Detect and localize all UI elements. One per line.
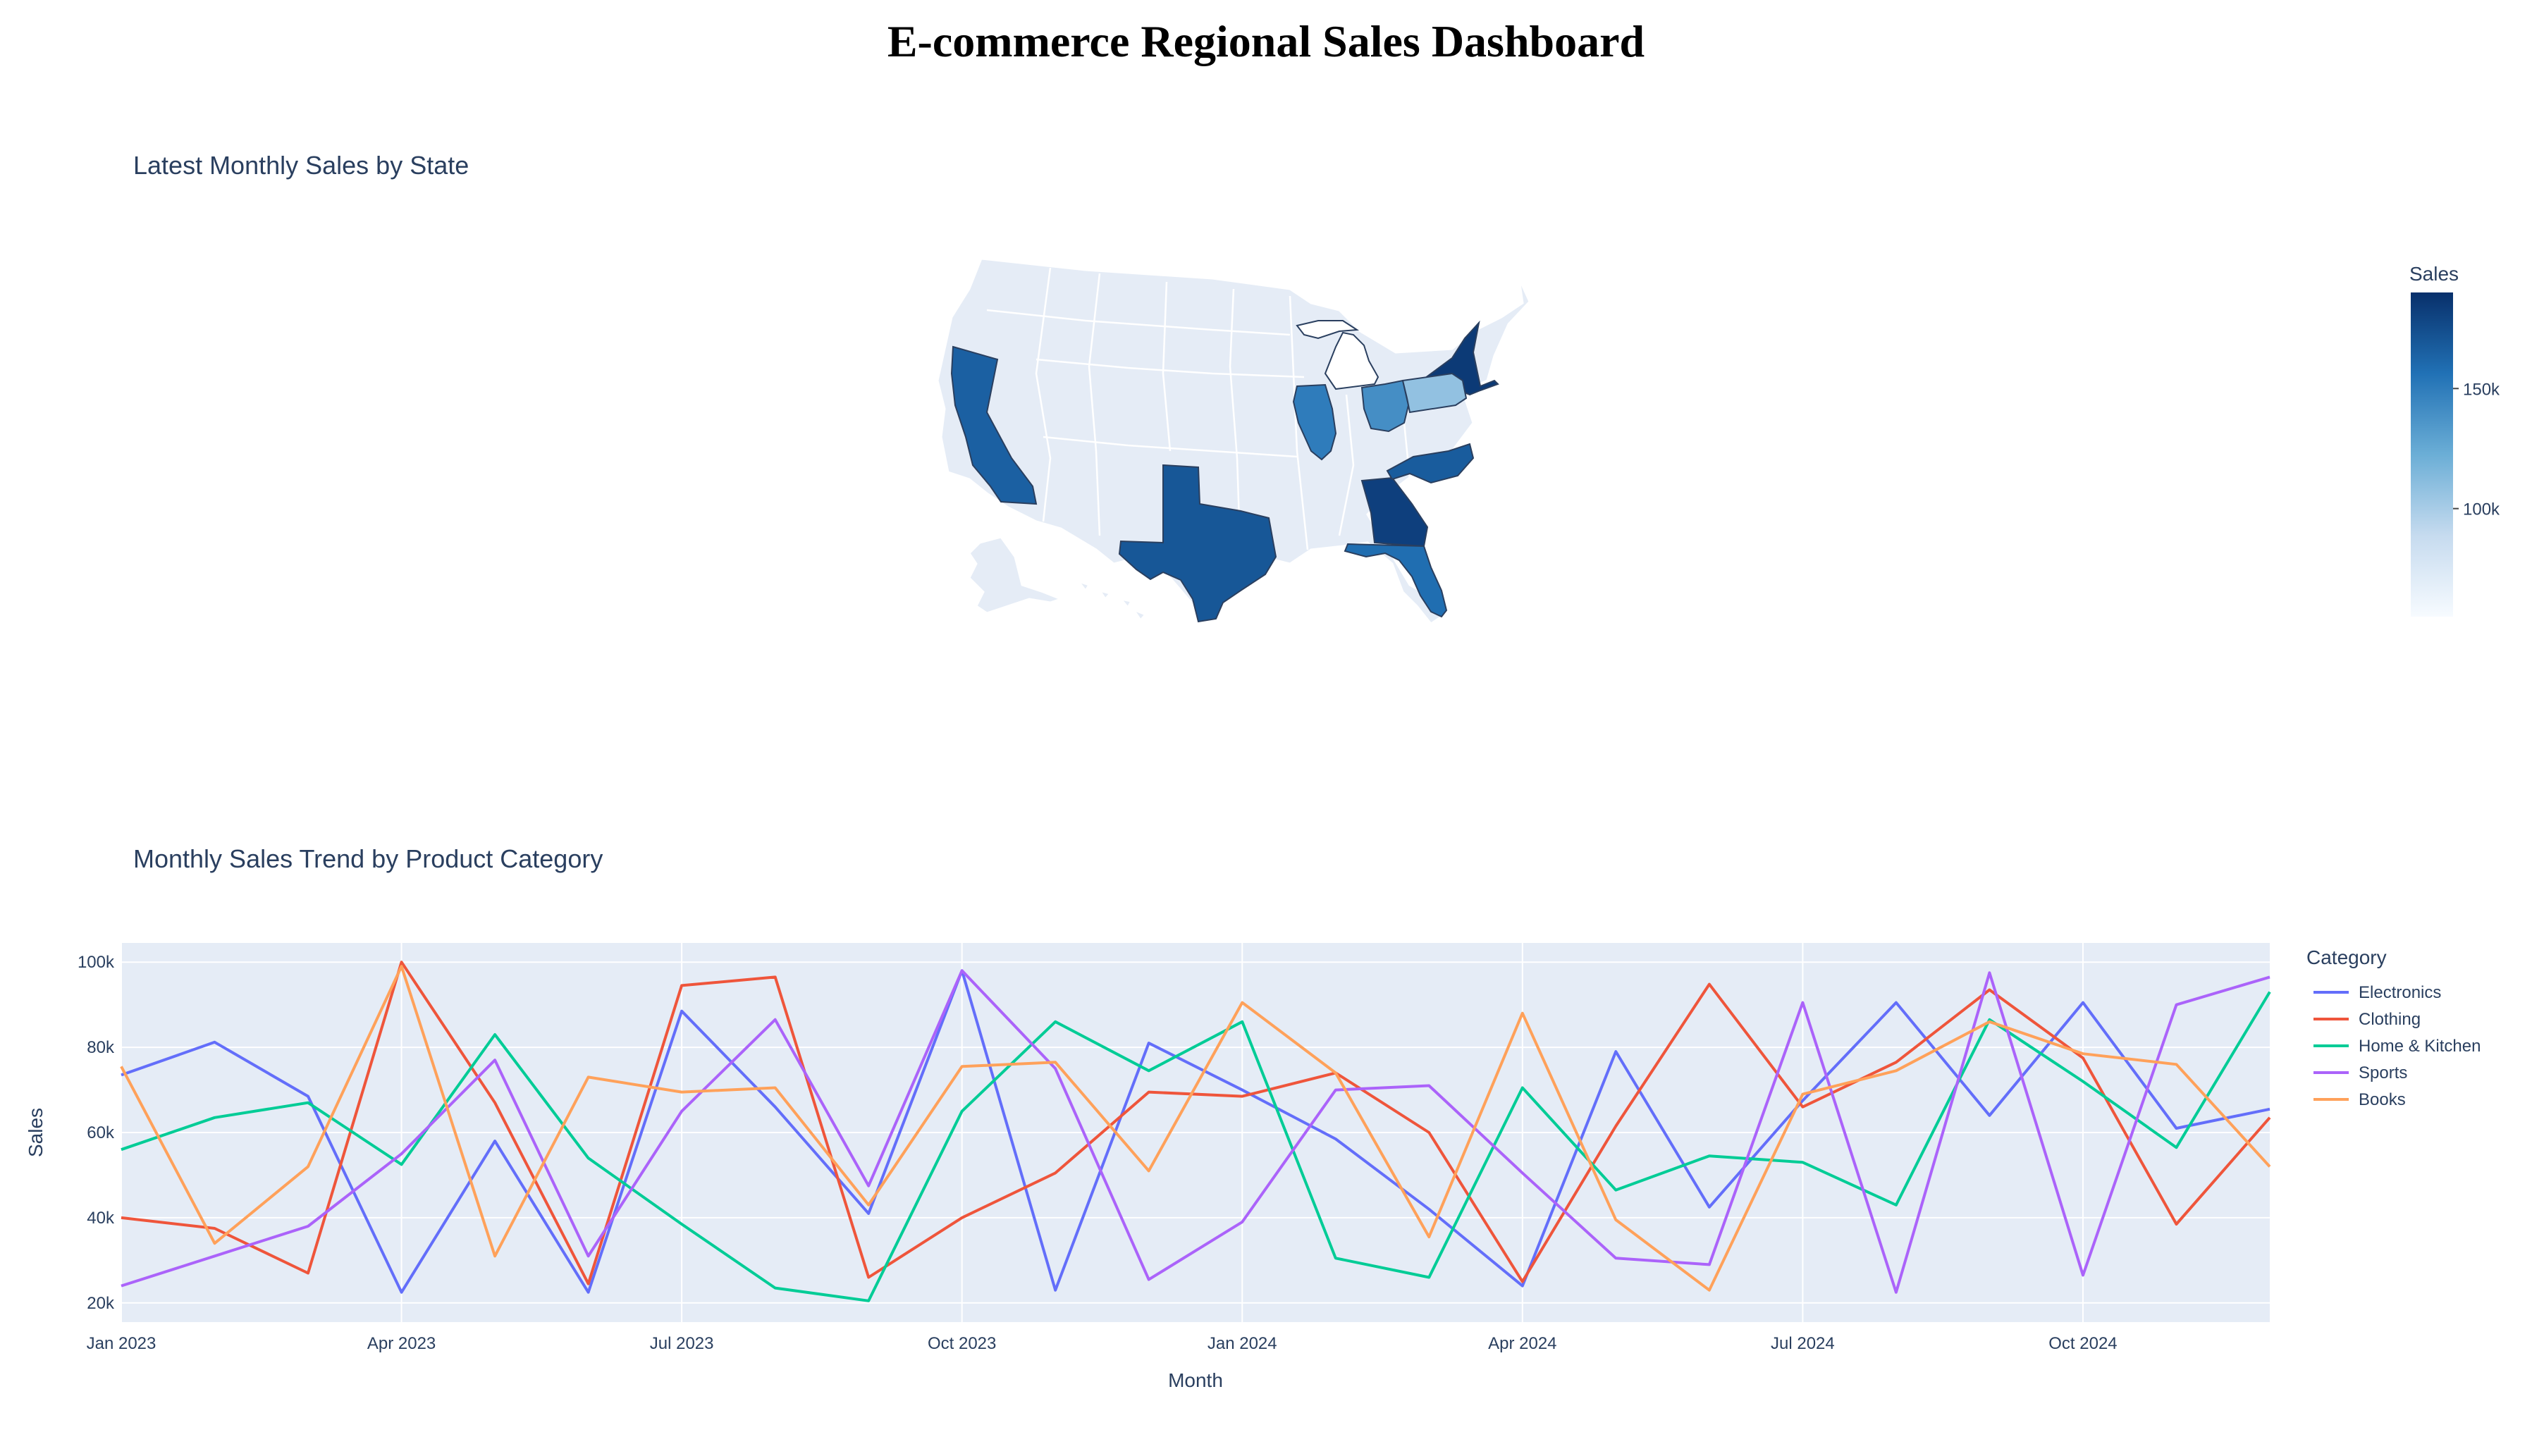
x-tick-label: Apr 2024 bbox=[1488, 1334, 1556, 1353]
x-tick-label: Jan 2024 bbox=[1207, 1334, 1277, 1353]
line-chart-title: Monthly Sales Trend by Product Category bbox=[133, 844, 603, 873]
colorbar: 100k 150k bbox=[2411, 292, 2500, 617]
legend-label: Sports bbox=[2359, 1063, 2407, 1082]
y-axis-label: Sales bbox=[25, 1108, 47, 1157]
us-state-map bbox=[936, 257, 1531, 626]
legend-title: Category bbox=[2306, 946, 2387, 968]
series-line-clothing[interactable] bbox=[121, 961, 2271, 1285]
colorbar-title: Sales bbox=[2409, 263, 2459, 285]
state-tx[interactable] bbox=[1118, 464, 1277, 623]
x-tick-label: Jan 2023 bbox=[87, 1334, 156, 1353]
map-highlighted-states bbox=[950, 320, 1499, 623]
legend-item[interactable]: Clothing bbox=[2313, 1010, 2421, 1029]
x-tick-label: Oct 2023 bbox=[928, 1334, 996, 1353]
series-line-sports[interactable] bbox=[121, 969, 2270, 1294]
x-tick-label: Apr 2023 bbox=[367, 1334, 436, 1353]
legend-item[interactable]: Electronics bbox=[2313, 983, 2441, 1002]
legend-item[interactable]: Sports bbox=[2313, 1063, 2407, 1082]
series-line-books[interactable] bbox=[120, 965, 2271, 1292]
state-oh[interactable] bbox=[1360, 379, 1410, 433]
legend-label: Books bbox=[2359, 1090, 2406, 1109]
x-tick-label: Oct 2024 bbox=[2048, 1334, 2117, 1353]
state-mi[interactable] bbox=[1296, 320, 1379, 390]
x-tick-label: Jul 2023 bbox=[650, 1334, 714, 1353]
y-tick-label: 20k bbox=[87, 1294, 115, 1313]
legend-label: Clothing bbox=[2359, 1010, 2421, 1029]
legend-item[interactable]: Home & Kitchen bbox=[2313, 1037, 2481, 1056]
map-title: Latest Monthly Sales by State bbox=[133, 151, 469, 180]
colorbar-gradient bbox=[2411, 292, 2453, 617]
state-nc[interactable] bbox=[1386, 443, 1475, 484]
y-tick-label: 100k bbox=[78, 953, 115, 972]
state-fl[interactable] bbox=[1344, 543, 1448, 618]
legend-label: Electronics bbox=[2359, 983, 2441, 1002]
state-ca[interactable] bbox=[950, 345, 1038, 505]
state-pa[interactable] bbox=[1401, 372, 1468, 414]
y-tick-label: 40k bbox=[87, 1209, 115, 1228]
series-line-electronics[interactable] bbox=[121, 969, 2270, 1294]
map-base-states bbox=[936, 257, 1531, 626]
state-il[interactable] bbox=[1292, 383, 1337, 461]
y-tick-label: 60k bbox=[87, 1123, 115, 1142]
y-tick-label: 80k bbox=[87, 1038, 115, 1057]
colorbar-tick-label: 150k bbox=[2463, 380, 2500, 399]
colorbar-tick-label: 100k bbox=[2463, 500, 2500, 519]
series-line-home-kitchen[interactable] bbox=[121, 991, 2271, 1302]
legend-label: Home & Kitchen bbox=[2359, 1037, 2481, 1056]
dashboard-title: E-commerce Regional Sales Dashboard bbox=[887, 16, 1645, 66]
sales-trend-line-chart: 20k 40k 60k 80k 100k Jan 2023 Apr 2023 Jul 202… bbox=[25, 943, 2481, 1391]
legend-item[interactable]: Books bbox=[2313, 1090, 2406, 1109]
x-axis-label: Month bbox=[1168, 1369, 1223, 1391]
x-tick-label: Jul 2024 bbox=[1771, 1334, 1835, 1353]
